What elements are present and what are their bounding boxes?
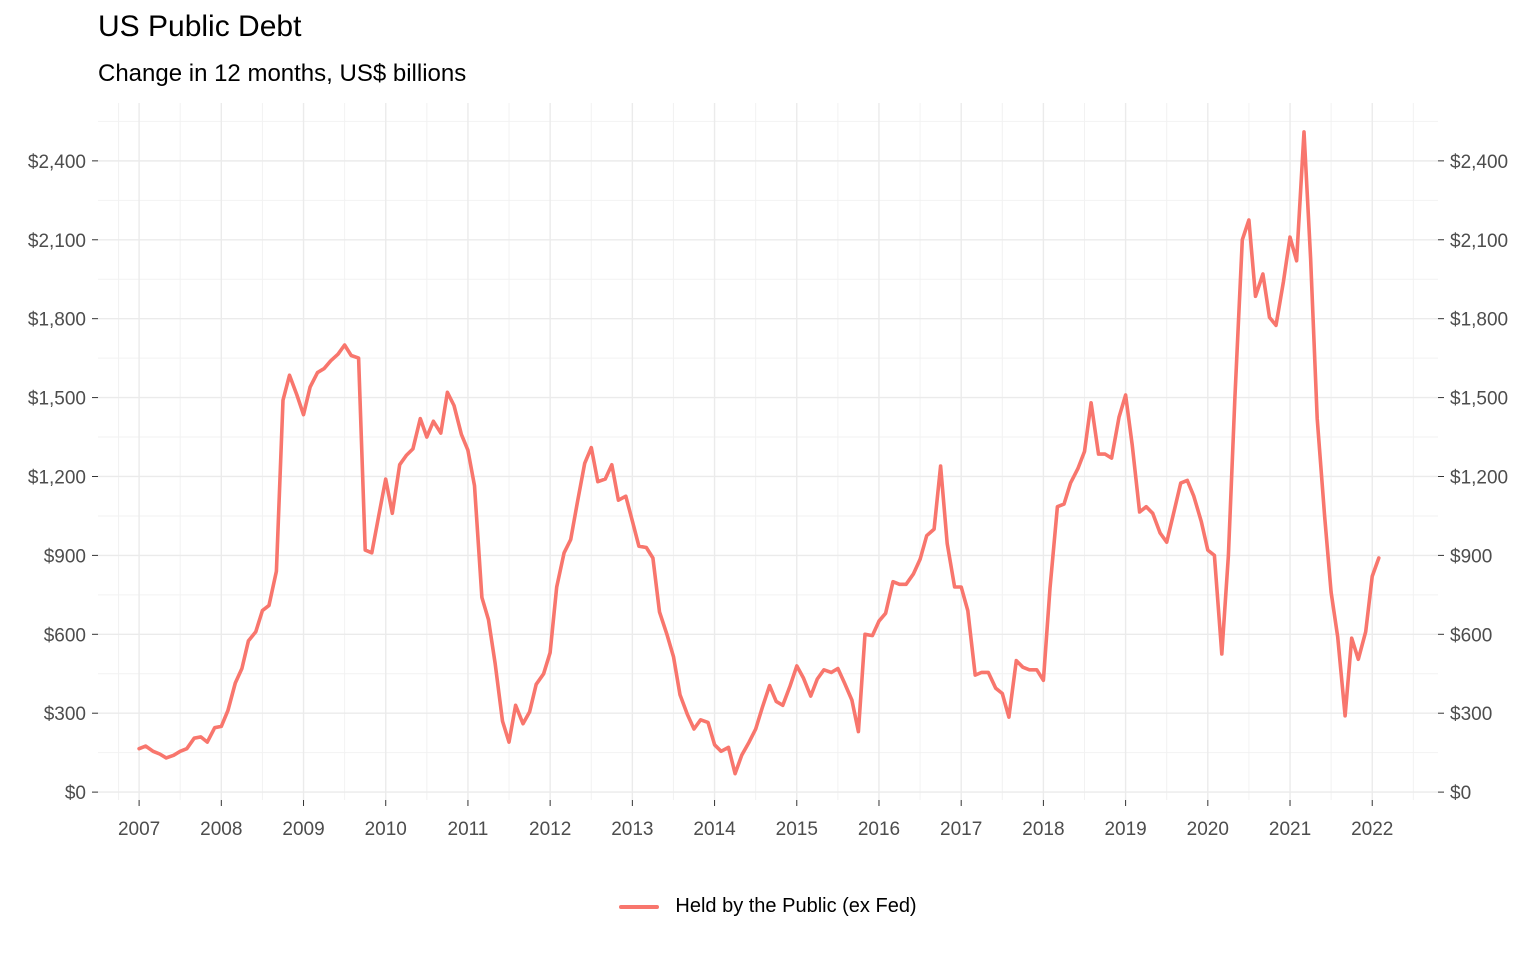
y-tick-label-right: $300 xyxy=(1450,704,1492,725)
y-tick-label-right: $600 xyxy=(1450,625,1492,646)
x-tick-label: 2018 xyxy=(1022,819,1064,840)
y-tick-label-right: $1,500 xyxy=(1450,389,1508,410)
y-tick-label-right: $1,800 xyxy=(1450,310,1508,331)
x-tick-label: 2015 xyxy=(776,819,818,840)
x-tick-label: 2021 xyxy=(1269,819,1311,840)
y-tick-label-left: $1,800 xyxy=(28,310,86,331)
series-layer xyxy=(137,130,1381,776)
y-tick-label-left: $900 xyxy=(44,546,86,567)
x-tick-label: 2008 xyxy=(200,819,242,840)
x-tick-label: 2011 xyxy=(448,819,489,840)
x-tick-label: 2009 xyxy=(282,819,324,840)
x-tick-label: 2014 xyxy=(693,819,736,840)
major-gridlines xyxy=(98,103,1438,800)
y-tick-label-left: $0 xyxy=(65,783,86,804)
y-tick-label-right: $1,200 xyxy=(1450,467,1508,488)
x-tick-label: 2019 xyxy=(1104,819,1146,840)
minor-gridlines xyxy=(98,103,1438,800)
y-tick-label-left: $300 xyxy=(44,704,86,725)
y-axis-left: $0 $300 $600 $900 $1,200 $1,500 $1,800 $2,100 $2… xyxy=(28,152,98,804)
y-tick-label-right: $2,100 xyxy=(1450,231,1508,252)
legend-key-line xyxy=(619,904,660,909)
x-axis: 2007 2008 2009 2010 2011 2012 2013 2014 2015 2016… xyxy=(118,800,1393,840)
x-tick-label: 2013 xyxy=(611,819,653,840)
x-tick-label: 2007 xyxy=(118,819,160,840)
x-tick-label: 2016 xyxy=(858,819,900,840)
x-tick-label: 2020 xyxy=(1187,819,1229,840)
y-axis-right: $0 $300 $600 $900 $1,200 $1,500 $1,800 $2,100 $2… xyxy=(1438,152,1508,804)
y-tick-label-right: $2,400 xyxy=(1450,152,1508,173)
y-tick-label-left: $2,400 xyxy=(28,152,86,173)
y-tick-label-right: $0 xyxy=(1450,783,1471,804)
y-tick-label-left: $2,100 xyxy=(28,231,86,252)
x-tick-label: 2010 xyxy=(365,819,407,840)
chart-title: US Public Debt xyxy=(98,10,302,43)
y-tick-label-left: $1,500 xyxy=(28,389,86,410)
legend-label: Held by the Public (ex Fed) xyxy=(675,895,917,917)
x-tick-label: 2017 xyxy=(940,819,982,840)
series-line xyxy=(137,130,1381,776)
chart-subtitle: Change in 12 months, US$ billions xyxy=(98,60,467,87)
y-tick-label-left: $600 xyxy=(44,625,86,646)
y-tick-label-left: $1,200 xyxy=(28,467,86,488)
x-tick-label: 2022 xyxy=(1351,819,1393,840)
x-tick-label: 2012 xyxy=(529,819,571,840)
y-tick-label-right: $900 xyxy=(1450,546,1492,567)
legend: Held by the Public (ex Fed) xyxy=(0,895,1536,918)
